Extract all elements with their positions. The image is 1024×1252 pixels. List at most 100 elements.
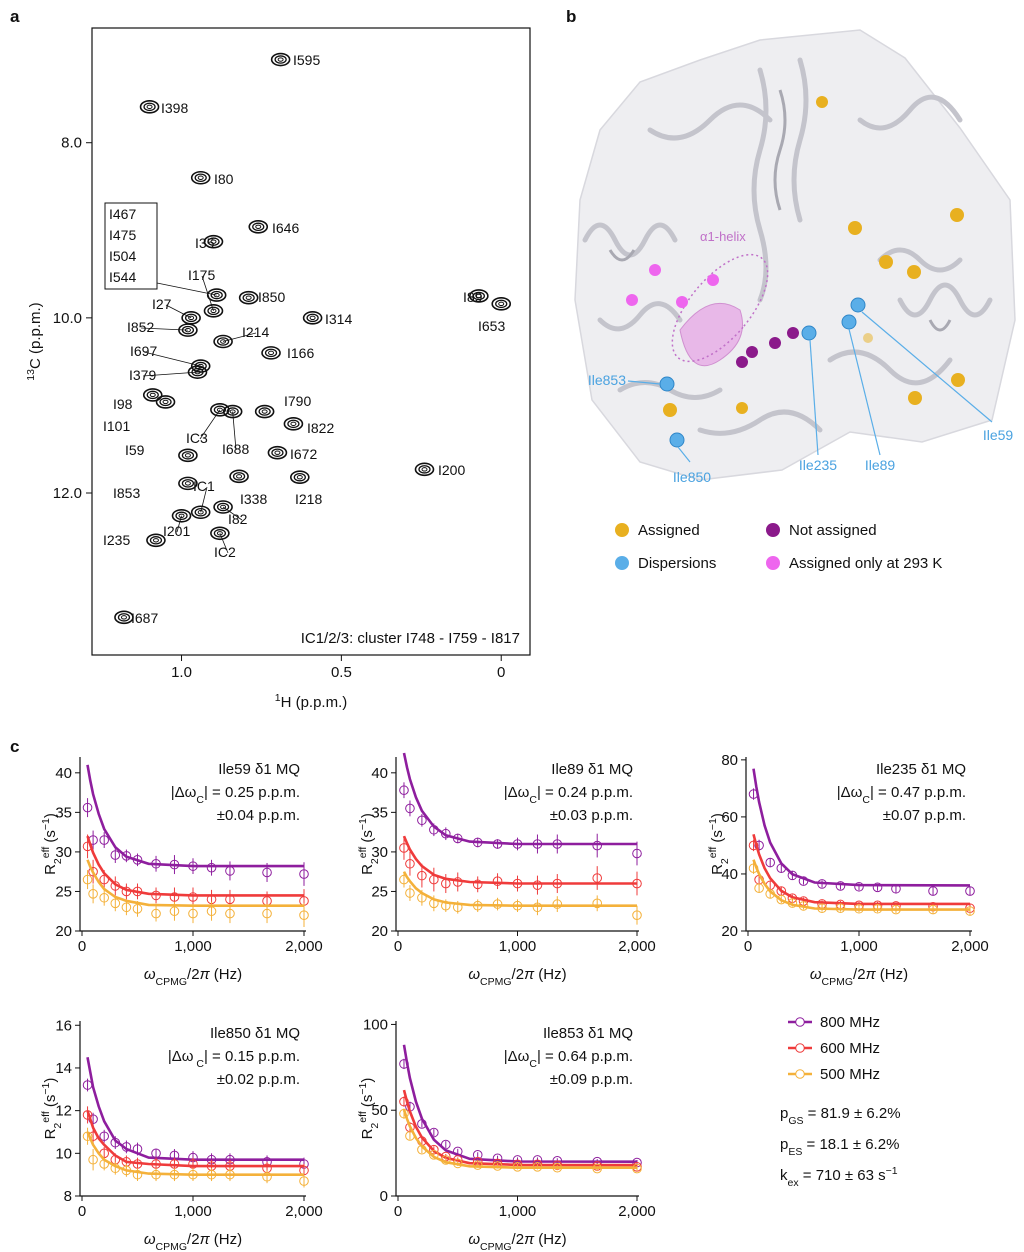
data-point <box>532 839 543 849</box>
sphere <box>841 314 857 330</box>
text-part: 1 <box>275 692 281 704</box>
data-point <box>151 1169 161 1180</box>
data-point <box>532 880 543 890</box>
peak-contour <box>178 448 198 463</box>
peak-leader <box>200 486 208 513</box>
peak-contour <box>190 359 211 373</box>
data-point <box>632 910 642 920</box>
text-part: ω <box>144 1231 156 1248</box>
text-part: ω <box>468 1231 480 1248</box>
peak-contour <box>287 419 300 429</box>
data-point <box>965 886 975 896</box>
data-point <box>399 874 409 885</box>
text-part: π <box>524 1231 535 1248</box>
peak-contour <box>306 313 319 323</box>
x-tick-label: 1.0 <box>171 664 192 681</box>
residue-label: Ile59 <box>983 427 1014 443</box>
data-point <box>441 1139 451 1150</box>
peak-contour <box>146 533 166 548</box>
peak-label: I853 <box>113 485 140 501</box>
peak-contour <box>194 173 207 182</box>
data-point <box>110 881 121 891</box>
data-point <box>299 910 309 920</box>
y-tick-label: 20 <box>55 923 72 940</box>
peak-contour <box>159 397 172 407</box>
sphere <box>908 391 922 405</box>
legend-marker <box>795 1069 805 1079</box>
peak-label: IC1 <box>193 478 215 494</box>
text-part: eff <box>357 1111 369 1123</box>
x-tick-label: 1,000 <box>174 938 212 955</box>
peak-contour <box>184 453 191 458</box>
data-point <box>817 903 827 913</box>
y-tick-label: 12.0 <box>53 485 82 502</box>
x-tick-label: 2,000 <box>618 1203 656 1220</box>
peak-contour <box>203 304 224 318</box>
text-part: | = 0.64 p.p.m. <box>537 1048 633 1065</box>
text-part: ) <box>42 1078 59 1083</box>
text-part: (s <box>42 830 59 847</box>
peak-contour <box>120 615 127 620</box>
peak-leader <box>165 304 192 319</box>
peak-label: I653 <box>478 318 505 334</box>
peak-label: I504 <box>109 248 136 264</box>
peak-label: I544 <box>109 269 136 285</box>
peak-contour <box>418 465 431 474</box>
text-part: CPMG <box>480 976 512 988</box>
text-part: −1 <box>40 1082 52 1094</box>
annotation: Ile59 δ1 MQ <box>218 761 300 778</box>
panel-label: b <box>566 7 576 26</box>
text-part: π <box>524 966 535 983</box>
peak-contour <box>414 462 435 477</box>
text-part: (s <box>42 1095 59 1112</box>
x-tick-label: 2,000 <box>285 938 323 955</box>
text-part: 2 <box>52 858 64 864</box>
peak-contour <box>277 57 284 62</box>
peak-label: I200 <box>438 462 465 478</box>
data-point <box>121 851 132 861</box>
peak-contour <box>207 306 220 316</box>
data-point <box>110 1137 121 1148</box>
y-tick-label: 8 <box>64 1188 72 1205</box>
fit-curve <box>402 1089 638 1167</box>
text-part: R <box>709 864 726 875</box>
text-part: CPMG <box>156 1241 188 1252</box>
data-point <box>552 878 563 889</box>
peak-contour <box>114 610 134 625</box>
peak-contour <box>254 404 275 419</box>
text-part: π <box>866 966 877 983</box>
data-point <box>776 894 787 905</box>
peak-label: I852 <box>127 319 154 335</box>
x-tick-label: 1,000 <box>499 938 537 955</box>
peak-contour <box>149 536 163 545</box>
text-part: 2 <box>369 858 381 864</box>
data-point <box>299 869 309 879</box>
peak-contour <box>261 346 281 360</box>
data-point <box>441 828 451 839</box>
x-tick-label: 0 <box>78 1203 86 1220</box>
data-point <box>928 904 938 915</box>
data-point <box>169 892 180 902</box>
text-part: p <box>780 1105 788 1122</box>
text-part: | = 0.47 p.p.m. <box>870 784 966 801</box>
data-point <box>121 902 132 913</box>
sphere <box>707 274 719 286</box>
text-part: C <box>862 794 870 806</box>
peak-contour <box>267 445 288 460</box>
leader-line <box>809 339 819 456</box>
peak-leader <box>142 371 198 377</box>
residue-label: Ile89 <box>865 457 896 473</box>
text-part: (Hz) <box>534 1231 567 1248</box>
leader-line <box>627 380 661 385</box>
fit-curve <box>86 859 304 907</box>
peak-contour <box>229 469 249 484</box>
text-part: /2 <box>512 1231 525 1248</box>
text-part: | = 0.15 p.p.m. <box>204 1048 300 1065</box>
annotation: ±0.07 p.p.m. <box>883 807 966 824</box>
text-part: p <box>780 1136 788 1153</box>
peak-contour <box>491 297 512 311</box>
text-part: C <box>193 1058 204 1070</box>
data-point <box>452 877 463 887</box>
peak-contour <box>216 407 223 413</box>
legend-swatch <box>766 523 780 537</box>
